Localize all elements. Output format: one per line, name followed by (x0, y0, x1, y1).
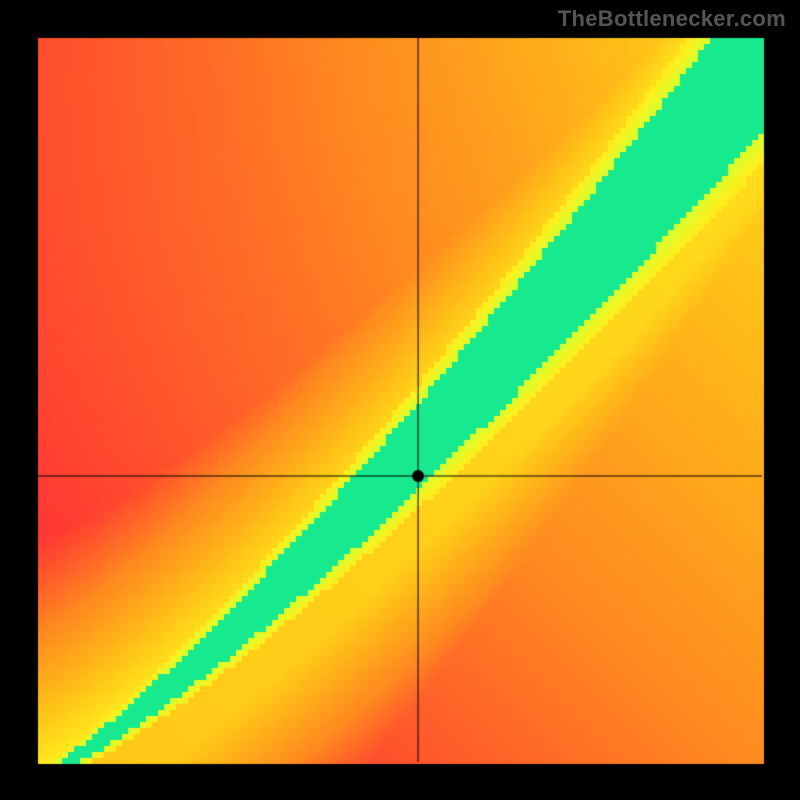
heatmap-canvas (0, 0, 800, 800)
chart-frame: TheBottlenecker.com (0, 0, 800, 800)
watermark: TheBottlenecker.com (558, 6, 786, 32)
